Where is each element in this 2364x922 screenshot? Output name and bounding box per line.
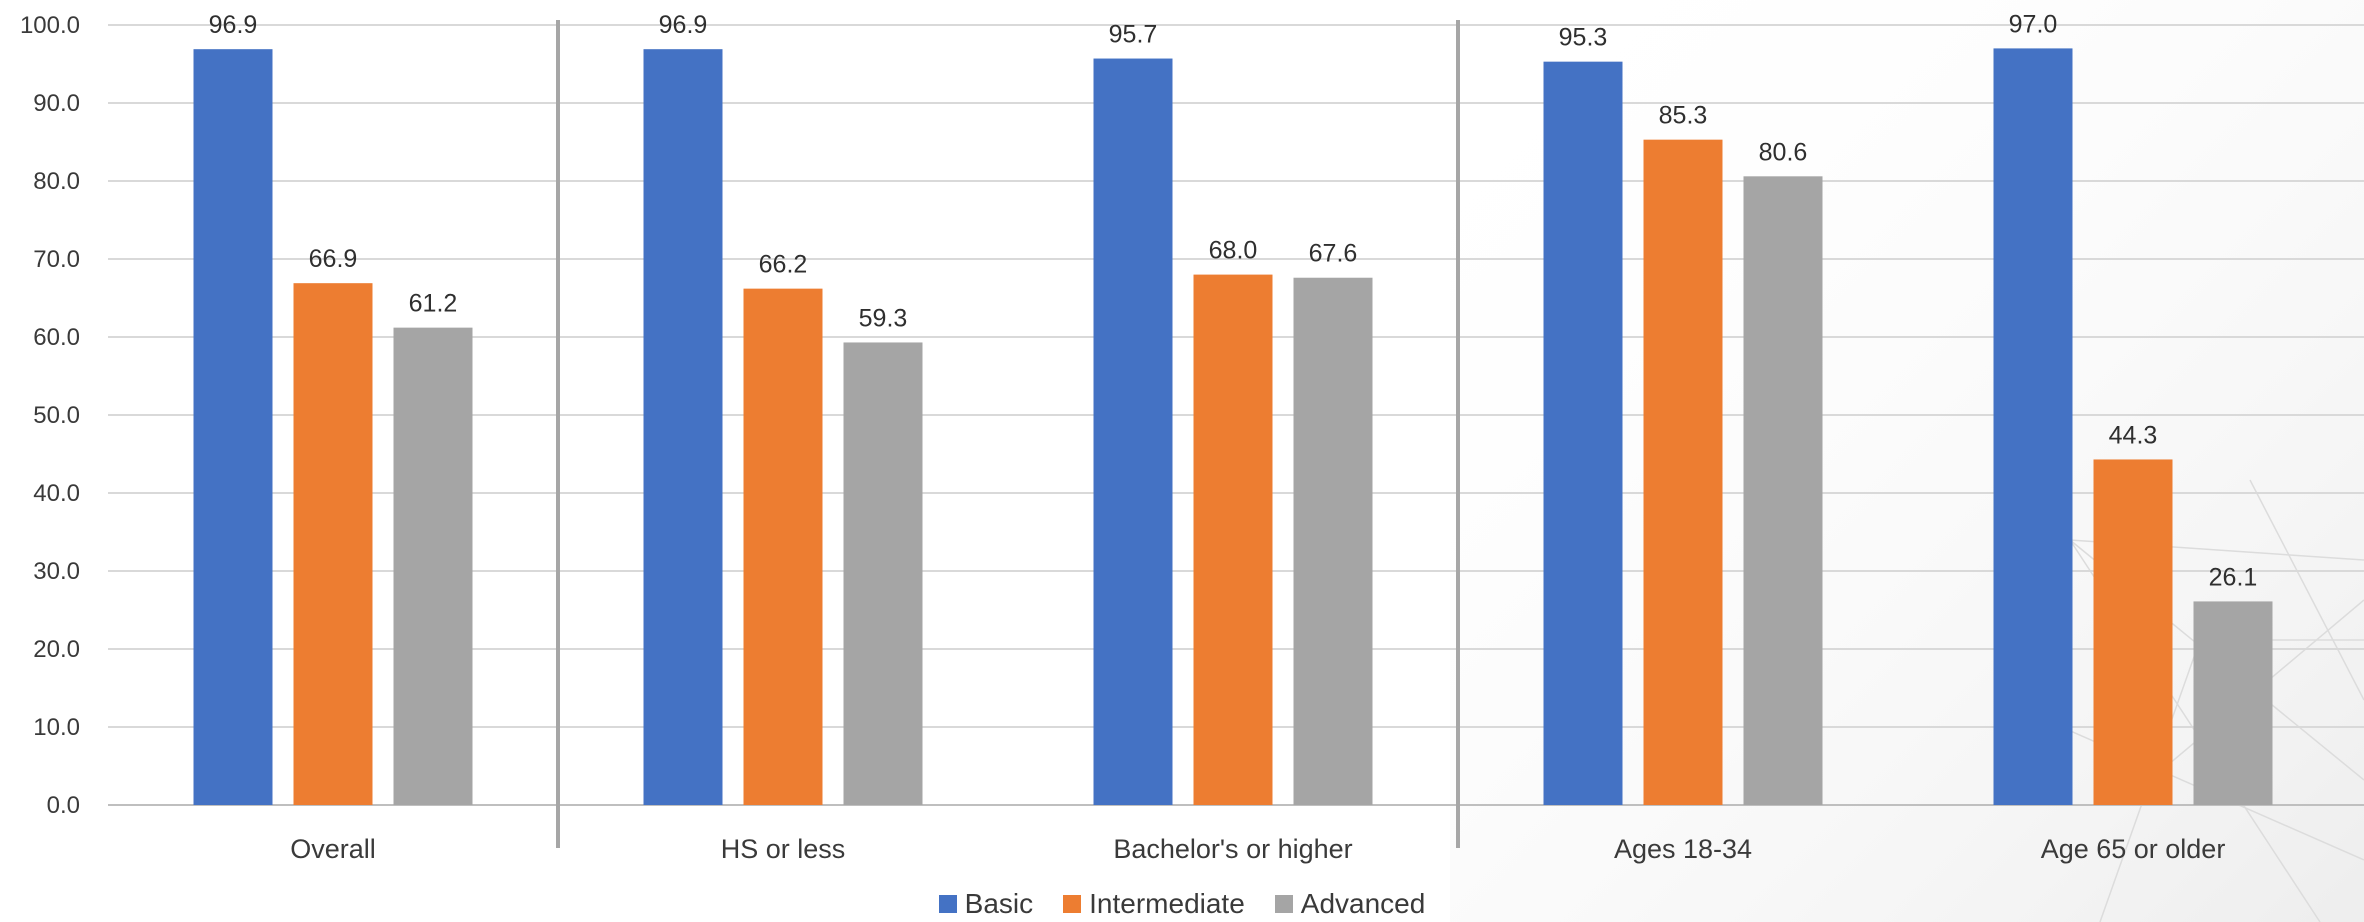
decor-line	[2249, 479, 2364, 701]
legend-item-basic: Basic	[938, 888, 1034, 920]
data-label: 59.3	[859, 304, 908, 332]
legend-label: Intermediate	[1089, 888, 1245, 919]
x-axis-categories: Overall HS or less Bachelor's or higher Age…	[290, 834, 2225, 864]
y-tick-label: 50.0	[33, 402, 80, 429]
y-tick-label: 40.0	[33, 480, 80, 507]
data-label: 66.2	[759, 251, 808, 279]
data-label: 68.0	[1209, 237, 1258, 265]
data-label: 95.7	[1109, 21, 1158, 49]
x-category-label: Ages 18-34	[1614, 834, 1752, 864]
x-category-label: Overall	[290, 834, 376, 864]
legend-swatch	[1063, 895, 1082, 913]
y-tick-label: 80.0	[33, 168, 80, 195]
bar-advanced	[1743, 176, 1823, 805]
legend-swatch	[938, 895, 957, 913]
bar-basic	[1093, 58, 1173, 806]
bar-advanced	[1293, 277, 1373, 806]
legend-item-advanced: Advanced	[1274, 888, 1426, 920]
legend-label: Advanced	[1300, 888, 1426, 919]
y-tick-label: 70.0	[33, 246, 80, 273]
x-category-label: Age 65 or older	[2041, 834, 2226, 864]
y-tick-label: 0.0	[47, 792, 80, 819]
data-label: 67.6	[1309, 240, 1358, 268]
bar-advanced	[843, 342, 923, 805]
bar-intermediate	[1643, 139, 1723, 805]
legend-label: Basic	[964, 888, 1034, 919]
bar-advanced	[393, 327, 473, 805]
data-label: 66.9	[309, 245, 358, 273]
data-label: 61.2	[409, 290, 458, 318]
y-tick-label: 20.0	[33, 636, 80, 663]
data-label: 80.6	[1759, 138, 1808, 166]
legend: Basic Intermediate Advanced	[0, 888, 2364, 920]
x-category-label: Bachelor's or higher	[1113, 834, 1352, 864]
data-label: 44.3	[2109, 421, 2158, 449]
data-label: 95.3	[1559, 24, 1608, 52]
bars	[193, 48, 2273, 806]
bar-intermediate	[743, 288, 823, 805]
y-tick-label: 100.0	[20, 12, 80, 39]
bar-intermediate	[2093, 459, 2173, 805]
bar-basic	[643, 49, 723, 806]
bar-basic	[193, 49, 273, 806]
y-axis-ticks: 0.0 10.0 20.0 30.0 40.0 50.0 60.0 70.0 80.0 90.0 1…	[20, 12, 80, 819]
data-label: 85.3	[1659, 102, 1708, 130]
bar-basic	[1543, 61, 1623, 806]
legend-item-intermediate: Intermediate	[1063, 888, 1245, 920]
x-category-label: HS or less	[721, 834, 846, 864]
data-label: 26.1	[2209, 563, 2258, 591]
bar-basic	[1993, 48, 2073, 805]
data-label: 97.0	[2009, 10, 2058, 38]
data-labels: 96.9 66.9 61.2 96.9 66.2 59.3 95.7 68.0 67.6 95.3…	[209, 10, 2258, 591]
bar-intermediate	[293, 283, 373, 805]
bar-advanced	[2193, 601, 2273, 805]
y-tick-label: 90.0	[33, 90, 80, 117]
data-label: 96.9	[659, 11, 708, 39]
legend-swatch	[1274, 895, 1293, 913]
group-separators	[556, 20, 1460, 848]
y-tick-label: 30.0	[33, 558, 80, 585]
bar-intermediate	[1193, 274, 1273, 806]
data-label: 96.9	[209, 11, 258, 39]
y-tick-label: 60.0	[33, 324, 80, 351]
y-tick-label: 10.0	[33, 714, 80, 741]
